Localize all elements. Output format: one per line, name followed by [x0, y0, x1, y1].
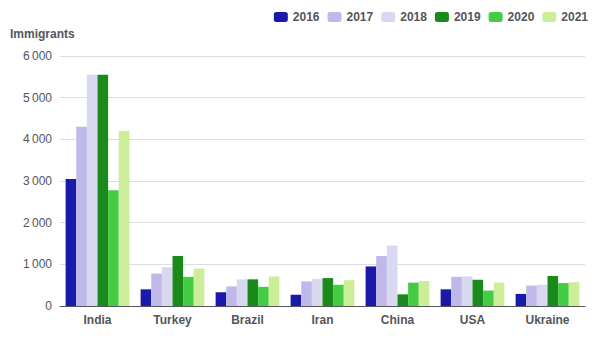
svg-text:Turkey: Turkey [153, 313, 192, 327]
svg-text:5 000: 5 000 [23, 91, 52, 105]
svg-text:2021: 2021 [561, 10, 588, 24]
svg-text:Iran: Iran [311, 313, 333, 327]
svg-text:1 000: 1 000 [23, 257, 52, 271]
svg-text:China: China [381, 313, 415, 327]
svg-text:Brazil: Brazil [231, 313, 264, 327]
svg-text:4 000: 4 000 [23, 132, 52, 146]
svg-text:2020: 2020 [508, 10, 535, 24]
svg-text:2017: 2017 [347, 10, 374, 24]
svg-text:2016: 2016 [293, 10, 320, 24]
svg-text:2 000: 2 000 [23, 216, 52, 230]
svg-text:0: 0 [45, 299, 52, 313]
svg-text:6 000: 6 000 [23, 49, 52, 63]
svg-text:USA: USA [460, 313, 486, 327]
svg-text:India: India [83, 313, 111, 327]
svg-text:Ukraine: Ukraine [525, 313, 569, 327]
svg-text:Immigrants: Immigrants [10, 27, 75, 41]
svg-text:2018: 2018 [400, 10, 427, 24]
svg-text:2019: 2019 [454, 10, 481, 24]
svg-text:3 000: 3 000 [23, 174, 52, 188]
